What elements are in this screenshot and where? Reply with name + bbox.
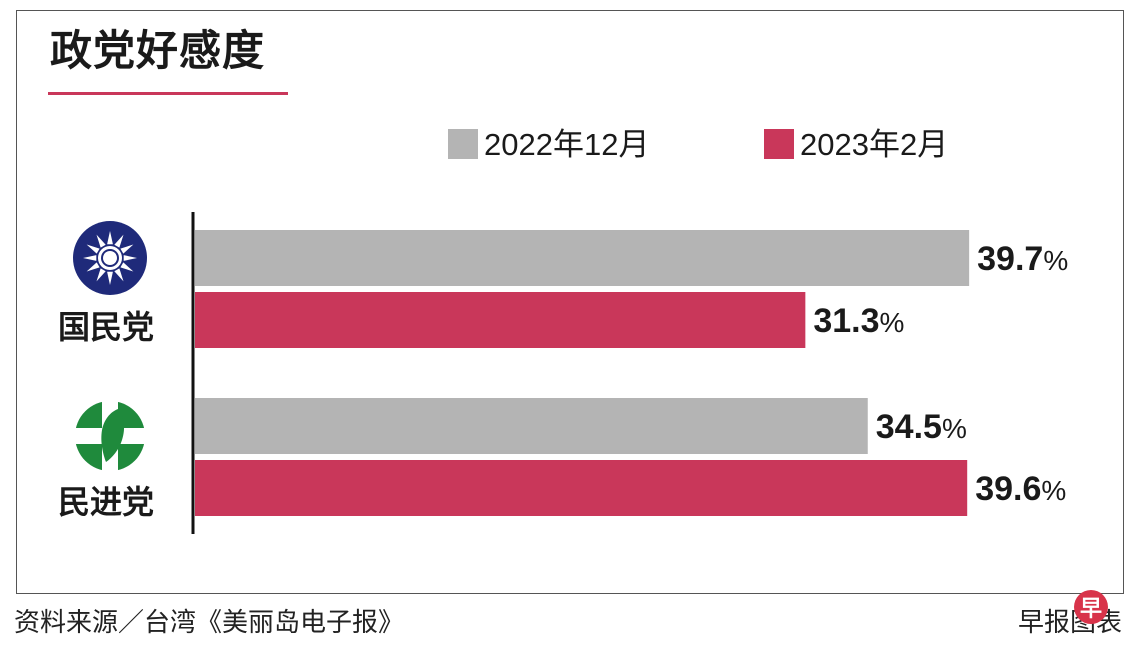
dpp-taiwan-icon bbox=[75, 401, 145, 471]
data-label-kmt-2023: 31.3% bbox=[813, 302, 904, 340]
sun-ray bbox=[107, 231, 113, 245]
source-note: 资料来源／台湾《美丽岛电子报》 bbox=[14, 608, 405, 638]
sun-ray bbox=[114, 234, 124, 248]
bar-kmt-2022 bbox=[195, 230, 970, 286]
legend-item-2023: 2023年2月 bbox=[764, 126, 948, 162]
sun-ray bbox=[86, 262, 100, 272]
sun-ray bbox=[123, 255, 137, 261]
sun-ray bbox=[114, 268, 124, 282]
sun-ray bbox=[96, 268, 106, 282]
data-label-dpp-2022: 34.5% bbox=[876, 408, 967, 446]
bar-dpp-2023 bbox=[195, 460, 968, 516]
bar-kmt-2023 bbox=[195, 292, 806, 348]
legend-swatch-2023 bbox=[764, 129, 794, 159]
party-label-kmt: 国民党 bbox=[58, 308, 155, 346]
data-label-kmt-2022: 39.7% bbox=[977, 240, 1068, 278]
sun-ray bbox=[96, 234, 106, 248]
sun-ray bbox=[120, 262, 134, 272]
legend-item-2022: 2022年12月 bbox=[448, 126, 649, 162]
legend-label-2023: 2023年2月 bbox=[800, 126, 949, 162]
chart-title: 政党好感度 bbox=[50, 26, 266, 75]
sun-ray bbox=[86, 244, 100, 254]
bar-dpp-2022 bbox=[195, 398, 868, 454]
bars-group: 39.7% 31.3% 34.5%39.6% bbox=[195, 230, 1068, 516]
sun-ray bbox=[107, 271, 113, 285]
sun-ray bbox=[120, 244, 134, 254]
kmt-emblem-icon bbox=[73, 221, 147, 295]
legend-swatch-2022 bbox=[448, 129, 478, 159]
sun-ray bbox=[83, 255, 97, 261]
legend-label-2022: 2022年12月 bbox=[484, 126, 650, 162]
zaobao-logo: 早 bbox=[1074, 590, 1108, 624]
party-label-dpp: 民进党 bbox=[58, 483, 155, 521]
title-underline bbox=[48, 92, 288, 95]
data-label-dpp-2023: 39.6% bbox=[975, 470, 1066, 508]
